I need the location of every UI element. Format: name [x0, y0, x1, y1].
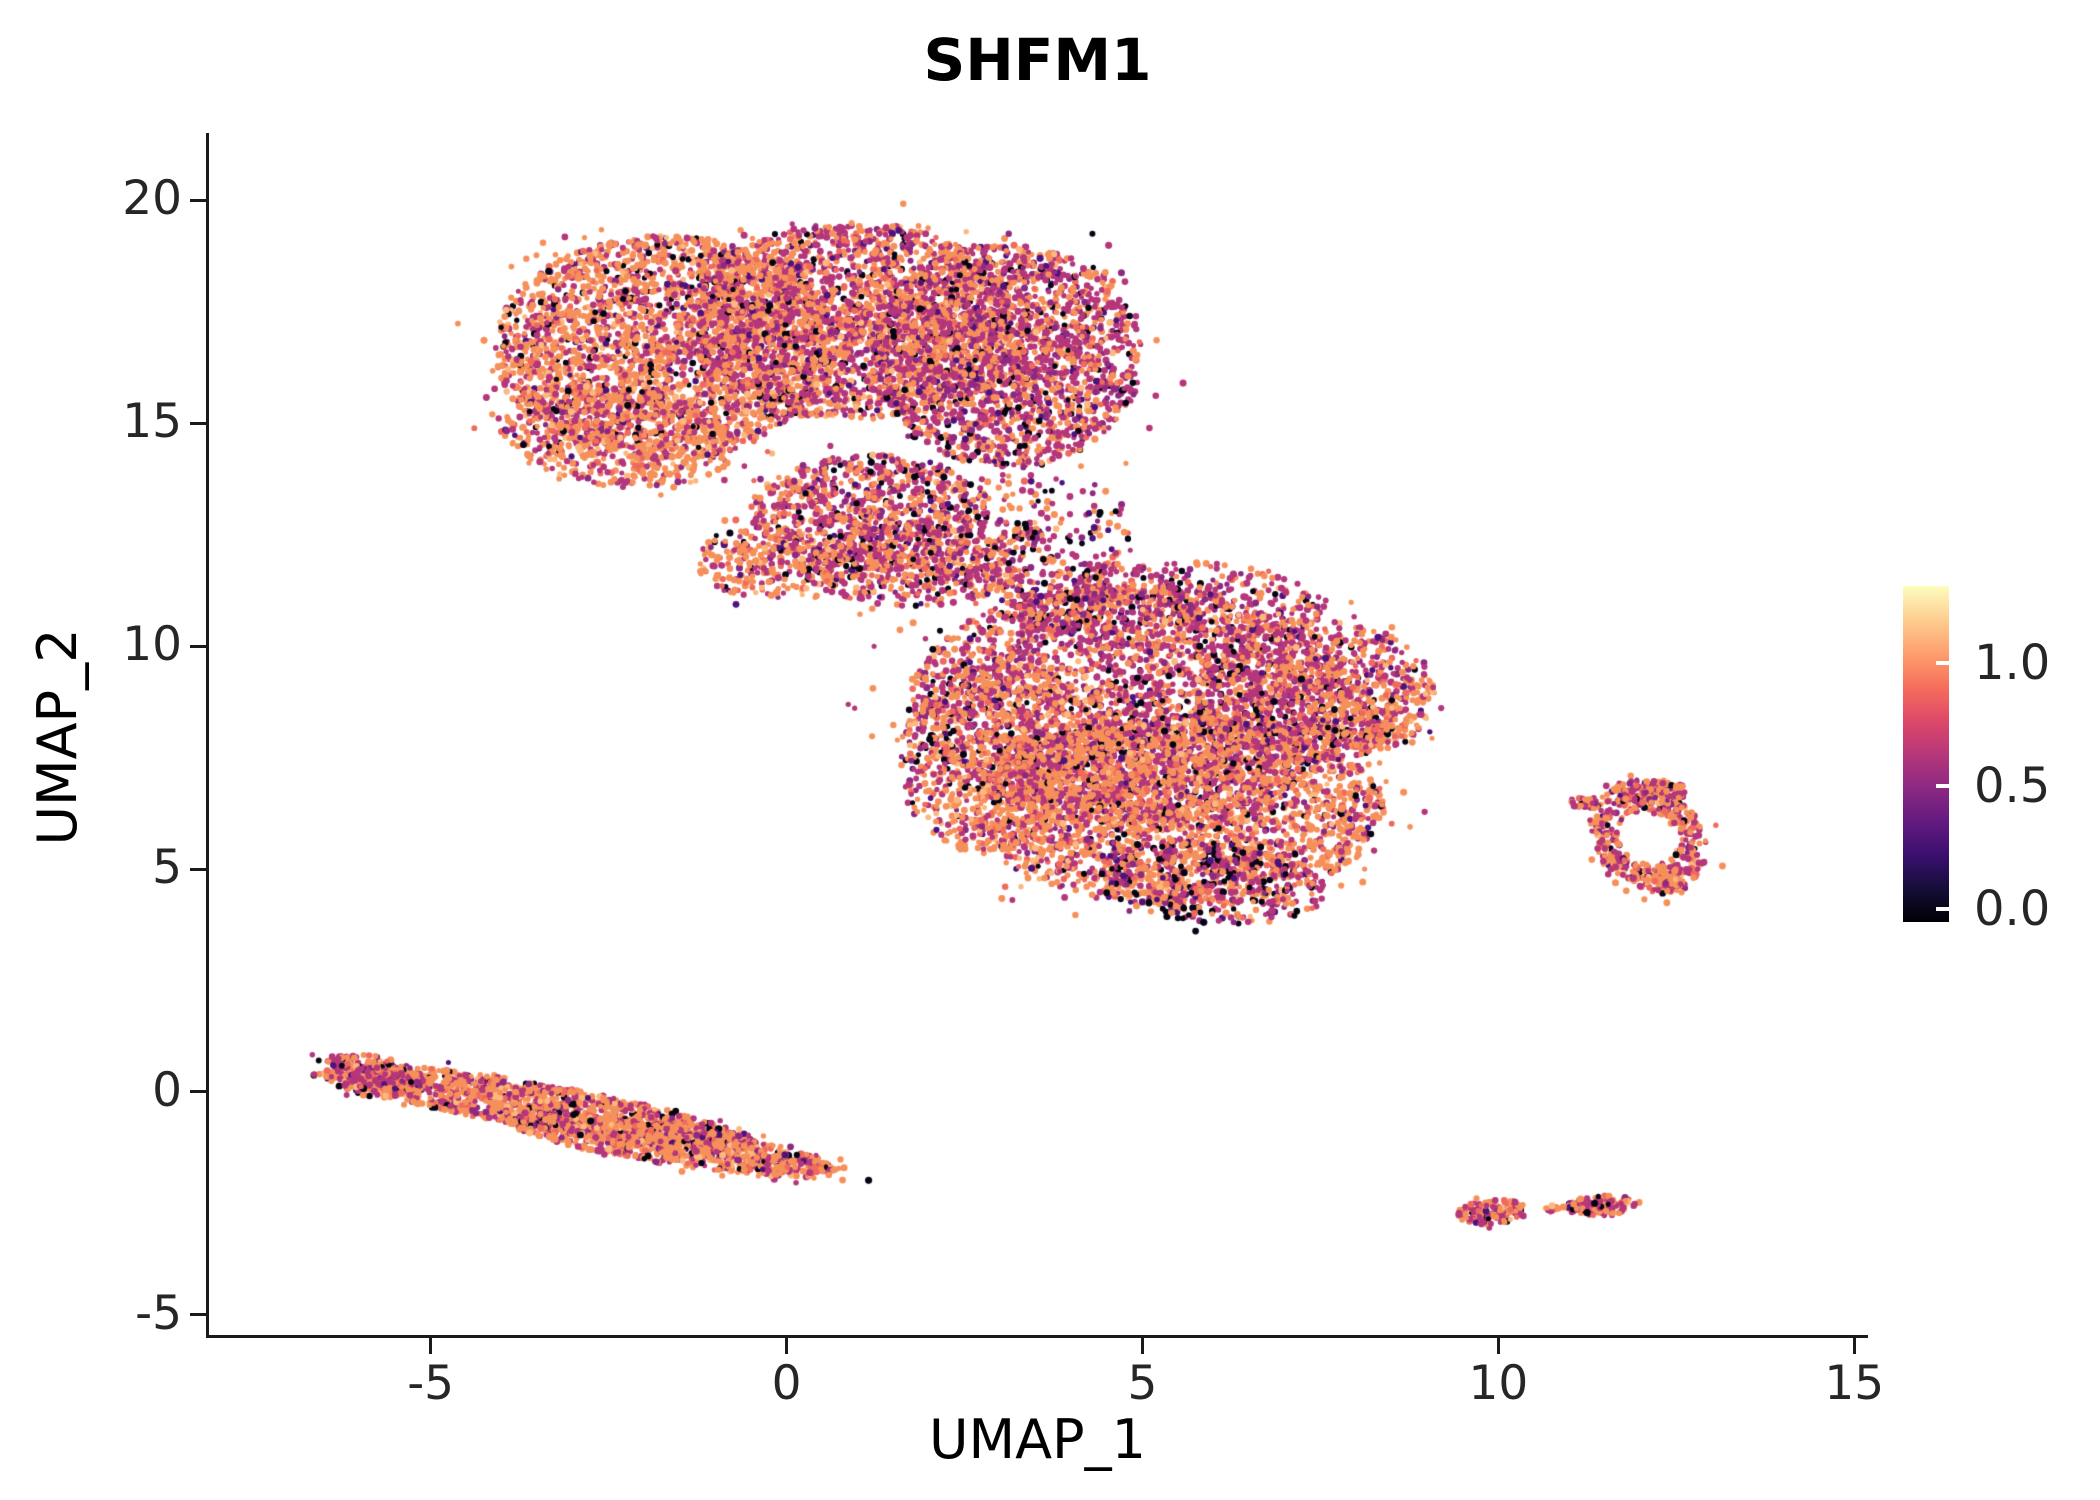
- x-tick-mark: [1140, 1338, 1144, 1354]
- y-tick-mark: [190, 644, 206, 648]
- colorbar-tick-label: 0.5: [1974, 757, 2051, 814]
- x-axis-line: [206, 1335, 1868, 1338]
- x-tick-mark: [785, 1338, 789, 1354]
- umap-scatter-canvas: [210, 135, 1865, 1335]
- y-tick-mark: [190, 198, 206, 202]
- x-tick-mark: [1496, 1338, 1500, 1354]
- x-tick-label: 5: [1127, 1356, 1158, 1411]
- y-tick-label: 20: [122, 171, 182, 227]
- colorbar-tick-mark: [1936, 783, 1949, 788]
- x-tick-mark: [429, 1338, 433, 1354]
- y-tick-label: -5: [135, 1285, 182, 1341]
- x-tick-mark: [1852, 1338, 1856, 1354]
- colorbar-tick-mark: [1936, 661, 1949, 666]
- expression-colorbar: [1903, 586, 1949, 922]
- y-tick-mark: [190, 1090, 206, 1094]
- x-tick-label: 10: [1468, 1356, 1529, 1411]
- x-tick-label: 0: [771, 1356, 802, 1411]
- plot-title: SHFM1: [923, 26, 1152, 94]
- x-tick-label: -5: [407, 1356, 455, 1411]
- y-tick-mark: [190, 421, 206, 425]
- colorbar-tick-mark: [1936, 906, 1949, 911]
- y-axis-line: [206, 133, 209, 1338]
- y-tick-label: 5: [152, 840, 182, 895]
- y-tick-mark: [190, 867, 206, 871]
- colorbar-tick-label: 1.0: [1974, 635, 2051, 692]
- y-tick-label: 0: [152, 1062, 182, 1118]
- x-tick-label: 15: [1824, 1356, 1885, 1411]
- colorbar-tick-label: 0.0: [1974, 880, 2051, 937]
- x-axis-label: UMAP_1: [929, 1408, 1146, 1471]
- y-tick-label: 15: [122, 394, 182, 450]
- y-tick-label: 10: [122, 617, 182, 673]
- y-tick-mark: [190, 1313, 206, 1317]
